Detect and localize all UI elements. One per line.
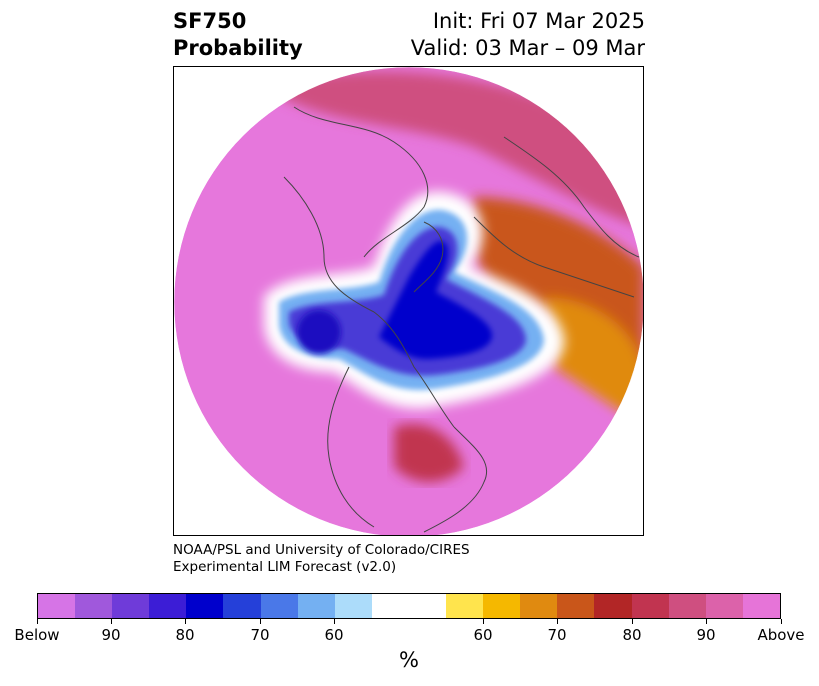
- colorbar: [37, 593, 781, 619]
- colorbar-tick-mark: [483, 619, 484, 624]
- colorbar-swatch: [668, 594, 706, 618]
- colorbar-tick-label: Below: [14, 626, 60, 644]
- colorbar-swatch: [557, 594, 595, 618]
- title-left: SF750 Probability: [173, 8, 303, 62]
- above-region-pacific: [544, 297, 643, 427]
- credit-line-1: NOAA/PSL and University of Colorado/CIRE…: [173, 542, 470, 558]
- colorbar-swatch: [38, 594, 76, 618]
- colorbar-tick-label: 60: [473, 626, 493, 644]
- below-pacific-core: [297, 310, 341, 354]
- colorbar-tick-mark: [37, 619, 38, 624]
- colorbar-tick-label: 80: [622, 626, 642, 644]
- colorbar-swatch: [112, 594, 150, 618]
- coastlines: [283, 106, 640, 533]
- colorbar-tick-label: 70: [250, 626, 270, 644]
- colorbar-tick-label: 90: [696, 626, 716, 644]
- map-frame: [173, 66, 644, 536]
- colorbar-tick-label: Above: [757, 626, 805, 644]
- below-strong: [379, 241, 493, 360]
- colorbar-unit: %: [399, 648, 419, 672]
- colorbar-tick-mark: [706, 619, 707, 624]
- colorbar-tick-mark: [632, 619, 633, 624]
- product-name: Probability: [173, 36, 303, 60]
- colorbar-swatch: [631, 594, 669, 618]
- colorbar-swatch: [446, 594, 484, 618]
- colorbar-swatch: [742, 594, 780, 618]
- colorbar-tick-label: 90: [101, 626, 121, 644]
- colorbar-tick-mark: [185, 619, 186, 624]
- colorbar-tick-mark: [781, 619, 782, 624]
- colorbar-swatch: [260, 594, 298, 618]
- colorbar-swatch: [186, 594, 224, 618]
- title-right: Init: Fri 07 Mar 2025 Valid: 03 Mar – 09…: [411, 8, 645, 62]
- colorbar-swatch: [594, 594, 632, 618]
- init-date: Init: Fri 07 Mar 2025: [432, 9, 645, 33]
- colorbar-tick-mark: [111, 619, 112, 624]
- colorbar-swatch: [520, 594, 558, 618]
- colorbar-tick-mark: [557, 619, 558, 624]
- valid-range: Valid: 03 Mar – 09 Mar: [410, 36, 645, 60]
- colorbar-tick-mark: [260, 619, 261, 624]
- colorbar-tick-mark: [334, 619, 335, 624]
- variable-name: SF750: [173, 9, 247, 33]
- credit-line-2: Experimental LIM Forecast (v2.0): [173, 559, 397, 575]
- colorbar-swatch: [75, 594, 113, 618]
- colorbar-swatch: [149, 594, 187, 618]
- colorbar-swatch: [483, 594, 521, 618]
- colorbar-swatch: [371, 594, 409, 618]
- colorbar-swatch: [408, 594, 447, 618]
- colorbar-swatch: [297, 594, 335, 618]
- colorbar-swatch: [334, 594, 372, 618]
- colorbar-tick-label: 60: [324, 626, 344, 644]
- probability-map: [174, 67, 643, 535]
- colorbar-tick-label: 80: [175, 626, 195, 644]
- credit: NOAA/PSL and University of Colorado/CIRE…: [173, 542, 470, 576]
- colorbar-swatch: [705, 594, 743, 618]
- colorbar-swatch: [223, 594, 261, 618]
- colorbar-tick-label: 70: [547, 626, 567, 644]
- above-region-central: [394, 423, 464, 482]
